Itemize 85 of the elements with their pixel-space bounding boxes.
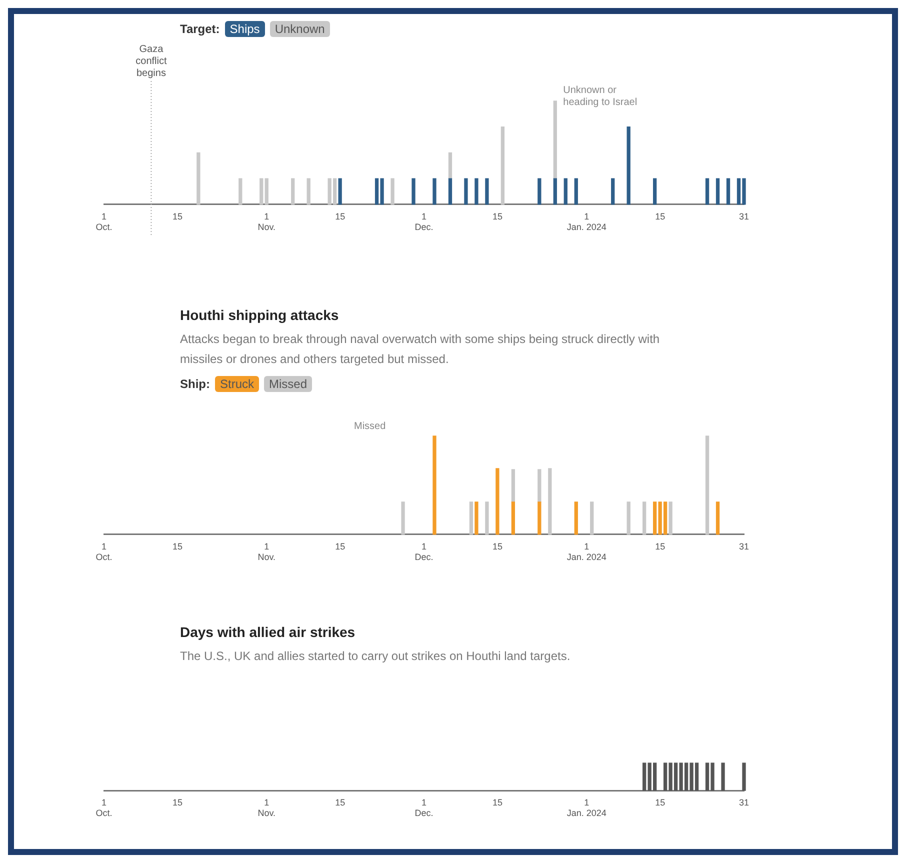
bar: [553, 178, 557, 205]
text: Missed: [354, 421, 387, 432]
chart-subtitle: The U.S., UK and allies started to carry out strikes on Houthi land targets.: [180, 648, 572, 665]
bar: [196, 152, 200, 205]
bar: [716, 502, 720, 535]
x-tick-label: 1 Dec.: [414, 541, 434, 562]
bar: [401, 502, 405, 535]
bar: [668, 502, 672, 535]
legend-title: Ship:: [180, 377, 210, 391]
bar: [716, 178, 720, 205]
bar: [264, 178, 268, 205]
chart-title: Houthi shipping attacks: [180, 307, 340, 323]
bar: [564, 178, 568, 205]
bar: [553, 100, 557, 179]
bar: [432, 436, 436, 535]
bar: [500, 126, 505, 205]
text: Struck: [215, 376, 260, 392]
x-tick-label: 1 Jan. 2024: [566, 541, 606, 562]
ref-line-label: Gaza conflict begins: [136, 44, 167, 79]
bar: [474, 178, 478, 205]
bar: [448, 152, 452, 179]
x-tick-label: 1 Oct.: [96, 797, 112, 818]
bar: [448, 178, 452, 205]
bar: [705, 178, 710, 205]
x-tick-label: 15: [655, 541, 666, 552]
chart-title: Days with allied air strikes: [180, 624, 356, 640]
text: Unknown: [270, 21, 330, 37]
bar: [626, 502, 630, 535]
bar: [464, 178, 468, 205]
bar: [538, 469, 542, 502]
bar: [548, 468, 552, 535]
x-tick-label: 15: [172, 797, 182, 808]
x-tick-label: 1 Nov.: [258, 797, 276, 818]
bar: [574, 178, 578, 205]
text: Ships: [224, 21, 265, 37]
x-tick-label: 31: [738, 541, 750, 552]
bar: [485, 502, 489, 535]
bar: [652, 178, 657, 205]
bar: [574, 502, 578, 535]
x-tick-label: 1 Oct.: [96, 541, 112, 562]
x-tick-label: 1 Jan. 2024: [566, 211, 606, 232]
x-tick-label: 31: [738, 797, 750, 808]
bar: [511, 469, 516, 502]
text: Missed: [264, 376, 312, 392]
bar: [511, 502, 516, 535]
x-tick-label: 15: [335, 797, 346, 808]
bar: [390, 178, 394, 205]
x-tick-label: 15: [172, 541, 182, 552]
x-tick-label: 15: [335, 541, 346, 552]
bar: [496, 468, 500, 535]
x-tick-label: 15: [655, 797, 666, 808]
bar: [705, 436, 710, 535]
x-tick-label: 1 Nov.: [258, 211, 276, 232]
x-tick-label: 15: [655, 211, 666, 222]
legend-title: Target:: [180, 22, 220, 36]
bar: [238, 178, 242, 205]
bar: [590, 502, 594, 535]
bar: [538, 502, 542, 535]
x-tick-label: 1 Dec.: [414, 797, 434, 818]
x-tick-label: 31: [738, 211, 750, 222]
x-tick-label: 1 Oct.: [96, 211, 112, 232]
annotation: Unknown or heading to Israel: [563, 85, 638, 108]
bar: [260, 178, 264, 205]
x-tick-label: 15: [492, 541, 502, 552]
bar: [611, 178, 615, 205]
bar: [412, 178, 416, 205]
bar: [642, 502, 646, 535]
chart-subtitle: Attacks began to break through naval overwatch with some ships being struck directly with missiles or drones and others targeted but missed.: [180, 331, 661, 368]
bar: [485, 178, 489, 205]
x-tick-label: 1 Dec.: [414, 211, 434, 232]
x-tick-label: 15: [492, 211, 502, 222]
bar: [469, 502, 474, 535]
bar: [338, 178, 342, 205]
bar: [432, 178, 436, 205]
bar: [306, 178, 310, 205]
x-tick-label: 15: [492, 797, 502, 808]
bar: [626, 126, 630, 205]
x-tick-label: 15: [172, 211, 182, 222]
x-tick-label: 1 Nov.: [258, 541, 276, 562]
bar: [291, 178, 295, 205]
bar: [726, 178, 730, 205]
x-tick-label: 1 Jan. 2024: [566, 797, 606, 818]
x-tick-label: 15: [335, 211, 346, 222]
bar: [538, 178, 542, 205]
bar: [474, 502, 478, 535]
